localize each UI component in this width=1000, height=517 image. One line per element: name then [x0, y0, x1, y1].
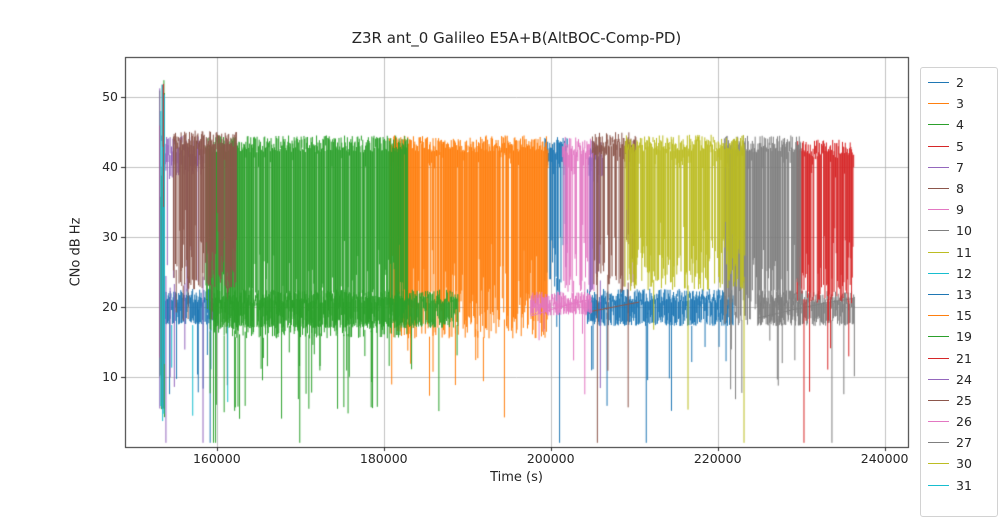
y-tick-label: 20 — [102, 298, 118, 314]
legend-line-sample — [928, 209, 949, 211]
x-axis-label: Time (s) — [490, 470, 543, 485]
y-tick-label: 30 — [102, 228, 118, 244]
legend-line-sample — [928, 145, 949, 147]
legend-item-label: 11 — [956, 244, 972, 260]
legend-item: 11 — [928, 242, 993, 263]
legend-item: 5 — [928, 136, 993, 157]
legend-item-label: 30 — [956, 456, 972, 472]
legend-line-sample — [928, 272, 949, 274]
y-tick-label: 40 — [102, 158, 118, 174]
x-tick-label: 200000 — [526, 451, 575, 466]
legend-item: 10 — [928, 220, 993, 241]
x-tick-label: 180000 — [359, 451, 408, 466]
legend-item-label: 12 — [956, 265, 972, 281]
legend-item-label: 15 — [956, 308, 972, 324]
legend-item: 12 — [928, 263, 993, 284]
x-tick-label: 240000 — [860, 451, 909, 466]
legend-item: 30 — [928, 453, 993, 474]
legend-item-label: 21 — [956, 350, 972, 366]
legend-line-sample — [928, 103, 949, 105]
legend-line-sample — [928, 399, 949, 401]
legend-line-sample — [928, 442, 949, 444]
legend-line-sample — [928, 463, 949, 465]
legend-item-label: 13 — [956, 286, 972, 302]
legend-item-label: 4 — [956, 117, 964, 133]
legend-item: 3 — [928, 93, 993, 114]
y-tick-label: 10 — [102, 368, 118, 384]
legend-item-label: 2 — [956, 75, 964, 91]
legend-item-label: 9 — [956, 202, 964, 218]
legend-item: 2 — [928, 72, 993, 93]
legend-item: 24 — [928, 369, 993, 390]
plot-canvas — [0, 0, 1000, 500]
legend: 2 3 4 5 7 8 9 10 11 12 13 15 19 21 24 25 26 27 30 31 — [920, 67, 998, 517]
legend-line-sample — [928, 421, 949, 423]
legend-item: 9 — [928, 199, 993, 220]
legend-line-sample — [928, 188, 949, 190]
legend-item-label: 24 — [956, 371, 972, 387]
legend-item-label: 27 — [956, 435, 972, 451]
legend-item: 15 — [928, 305, 993, 326]
legend-item-label: 8 — [956, 181, 964, 197]
x-tick-label: 220000 — [693, 451, 742, 466]
legend-item-label: 7 — [956, 159, 964, 175]
legend-item-label: 3 — [956, 96, 964, 112]
legend-line-sample — [928, 82, 949, 84]
legend-item: 25 — [928, 390, 993, 411]
legend-item: 27 — [928, 432, 993, 453]
legend-item: 13 — [928, 284, 993, 305]
legend-item: 31 — [928, 475, 993, 496]
legend-line-sample — [928, 378, 949, 380]
legend-item: 19 — [928, 326, 993, 347]
legend-item: 7 — [928, 157, 993, 178]
legend-line-sample — [928, 293, 949, 295]
legend-line-sample — [928, 336, 949, 338]
legend-line-sample — [928, 124, 949, 126]
legend-item: 4 — [928, 114, 993, 135]
legend-item-label: 5 — [956, 138, 964, 154]
legend-item-label: 19 — [956, 329, 972, 345]
legend-item-label: 25 — [956, 392, 972, 408]
y-tick-label: 50 — [102, 88, 118, 104]
legend-item: 21 — [928, 347, 993, 368]
legend-line-sample — [928, 315, 949, 317]
chart-title: Z3R ant_0 Galileo E5A+B(AltBOC-Comp-PD) — [351, 29, 682, 47]
legend-item: 8 — [928, 178, 993, 199]
legend-item-label: 10 — [956, 223, 972, 239]
legend-line-sample — [928, 166, 949, 168]
legend-item: 26 — [928, 411, 993, 432]
y-axis-label: CNo dB Hz — [68, 217, 84, 287]
legend-line-sample — [928, 230, 949, 232]
legend-line-sample — [928, 357, 949, 359]
legend-line-sample — [928, 484, 949, 486]
legend-item-label: 26 — [956, 414, 972, 430]
x-tick-label: 160000 — [192, 451, 241, 466]
legend-item-label: 31 — [956, 477, 972, 493]
legend-line-sample — [928, 251, 949, 253]
